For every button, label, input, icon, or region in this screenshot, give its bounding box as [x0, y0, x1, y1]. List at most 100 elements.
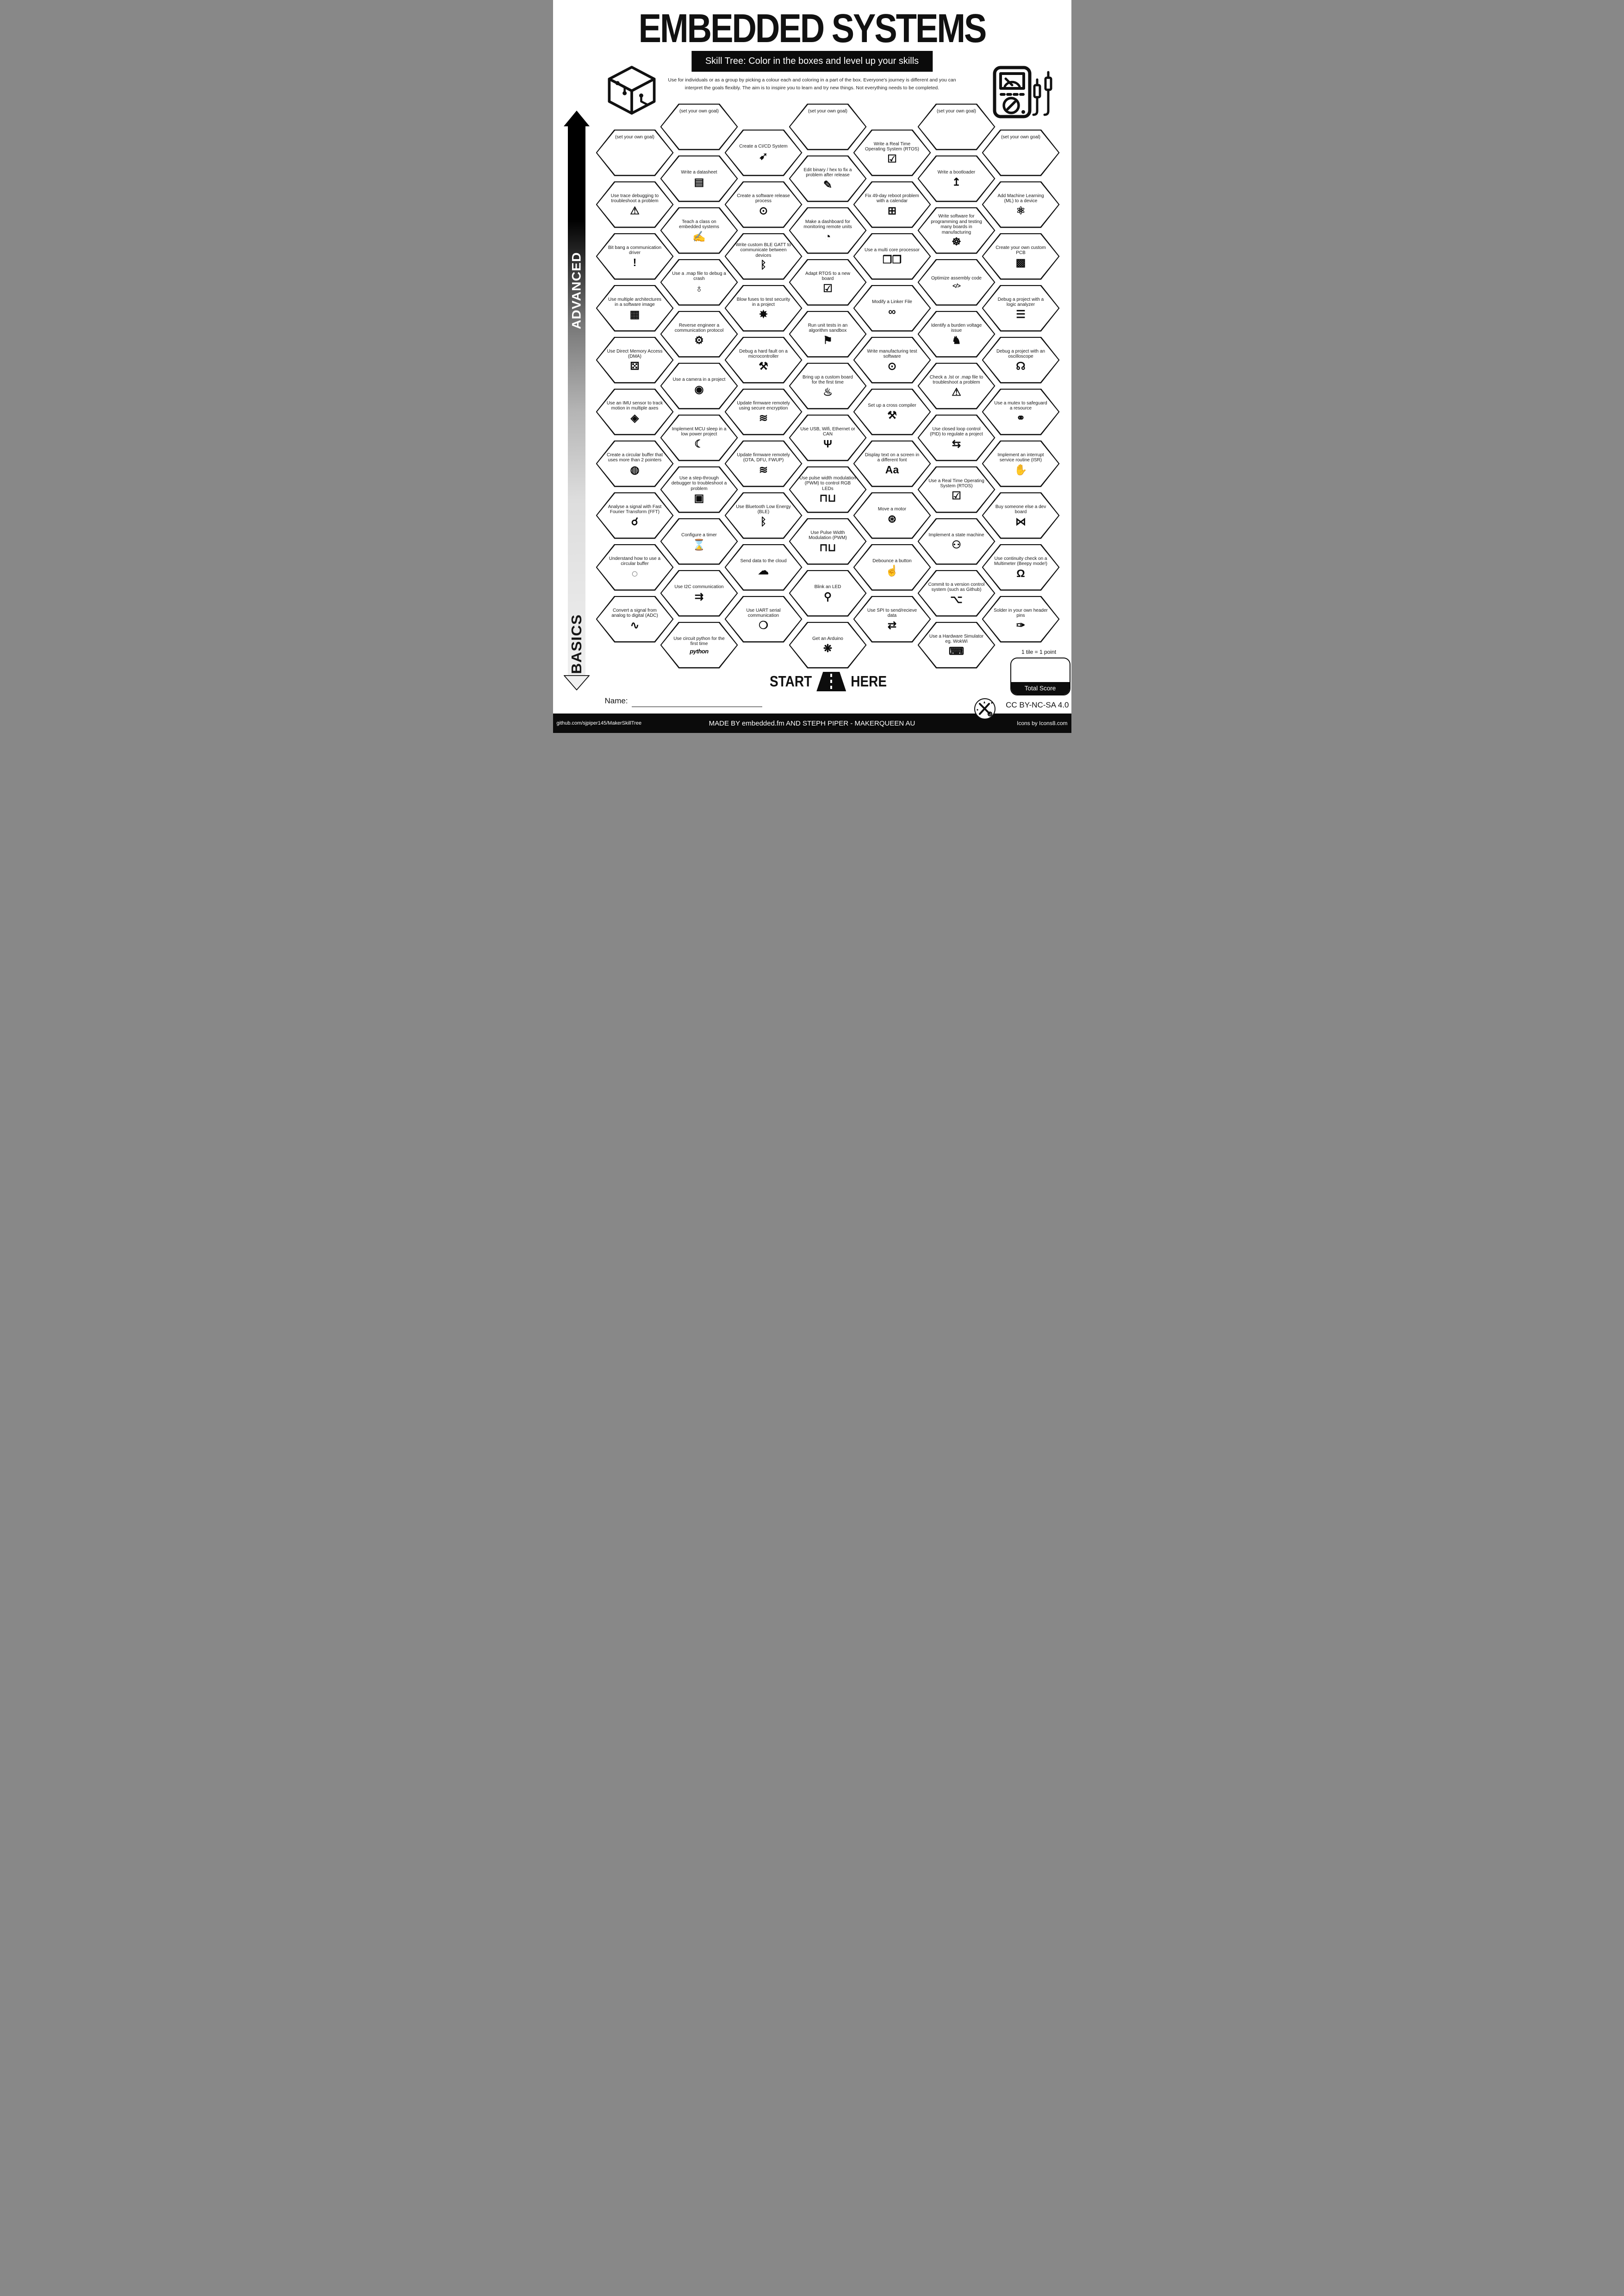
- hex-analyse-a-signal-with-fast-fourier-transform-fft[interactable]: Analyse a signal with Fast Fourier Trans…: [596, 492, 674, 539]
- hex-make-a-dashboard-for-monitoring-remote-units[interactable]: Make a dashboard for monitoring remote u…: [789, 207, 867, 254]
- hex-body: Use a mutex to safeguard a resource ⚭: [983, 390, 1058, 434]
- hex-use-a-map-file-to-debug-a-crash[interactable]: Use a .map file to debug a crash ♁: [660, 259, 738, 306]
- page-title: EMBEDDED SYSTEMS: [638, 6, 987, 51]
- hex-use-uart-serial-communication[interactable]: Use UART serial communication ❍: [724, 596, 803, 643]
- hex-body: Use UART serial communication ❍: [726, 597, 801, 641]
- hex-use-i2c-communication[interactable]: Use I2C communication ⇉: [660, 570, 738, 617]
- hex-debug-a-project-with-an-oscilloscope[interactable]: Debug a project with an oscilloscope ☊: [982, 336, 1060, 384]
- hex-implement-a-state-machine[interactable]: Implement a state machine ⚇: [917, 518, 996, 565]
- hex-create-a-ci-cd-system[interactable]: Create a CI/CD System ➹: [724, 129, 803, 176]
- octopus-icon: ☸: [952, 236, 961, 248]
- hex-move-a-motor[interactable]: Move a motor ⊛: [853, 492, 931, 539]
- hex-use-multiple-architectures-in-a-software-image[interactable]: Use multiple architectures in a software…: [596, 285, 674, 332]
- hex-label: Use pulse width modulation (PWM) to cont…: [799, 475, 856, 491]
- hex-convert-a-signal-from-analog-to-digital-adc[interactable]: Convert a signal from analog to digital …: [596, 596, 674, 643]
- hex-get-an-arduino[interactable]: Get an Arduino ❋: [789, 621, 867, 669]
- hex-create-a-software-release-process[interactable]: Create a software release process ⊙: [724, 181, 803, 228]
- hex-label: Set up a cross compiler: [868, 403, 916, 409]
- hex-configure-a-timer[interactable]: Configure a timer ⌛: [660, 518, 738, 565]
- hex-set-your-own-goal[interactable]: (set your own goal): [596, 129, 674, 176]
- hex-use-an-imu-sensor-to-track-motion-in-multiple-axes[interactable]: Use an IMU sensor to track motion in mul…: [596, 388, 674, 435]
- finger-press-icon: ☝: [885, 564, 899, 577]
- hex-optimize-assembly-code[interactable]: Optimize assembly code </>: [917, 259, 996, 306]
- footer-repo-link[interactable]: github.com/sjpiper145/MakerSkillTree: [556, 720, 642, 726]
- hex-reverse-engineer-a-communication-protocol[interactable]: Reverse engineer a communication protoco…: [660, 310, 738, 358]
- hex-edit-binary-hex-to-fix-a-problem-after-release[interactable]: Edit binary / hex to fix a problem after…: [789, 155, 867, 202]
- hex-check-a-lst-or-map-file-to-troubleshoot-a-problem[interactable]: Check a .lst or .map file to troubleshoo…: [917, 362, 996, 410]
- hex-run-unit-tests-in-an-algorithm-sandbox[interactable]: Run unit tests in an algorithm sandbox ⚑: [789, 310, 867, 358]
- hex-add-machine-learning-ml-to-a-device[interactable]: Add Machine Learning (ML) to a device ⚛: [982, 181, 1060, 228]
- hex-use-a-hardware-simulator-eg-wokwi[interactable]: Use a Hardware Simulator eg. WokWi ⌨: [917, 621, 996, 669]
- sandbox-icon: ⚑: [823, 334, 833, 346]
- hex-write-software-for-programming-and-testing-many-boards-in-manufacturing[interactable]: Write software for programming and testi…: [917, 207, 996, 254]
- hex-update-firmware-remotely-using-secure-encryption[interactable]: Update firmware remotely using secure en…: [724, 388, 803, 435]
- signal-arrows-icon: ⇉: [694, 590, 704, 602]
- hex-label: Use UART serial communication: [746, 608, 781, 619]
- hex-fix-49-day-reboot-problem-with-a-calendar[interactable]: Fix 49-day reboot problem with a calenda…: [853, 181, 931, 228]
- hex-use-bluetooth-low-energy-ble[interactable]: Use Bluetooth Low Energy (BLE) ᛒ: [724, 492, 803, 539]
- hex-debug-a-hard-fault-on-a-microcontroller[interactable]: Debug a hard fault on a microcontroller ⚒: [724, 336, 803, 384]
- hex-use-spi-to-send-recieve-data[interactable]: Use SPI to send/recieve data ⇄: [853, 596, 931, 643]
- hex-use-circuit-python-for-the-first-time[interactable]: Use circuit python for the first time pyt…: [660, 621, 738, 669]
- pcb-icon: ▩: [1015, 256, 1026, 268]
- hex-debug-a-project-with-a-logic-analyzer[interactable]: Debug a project with a logic analyzer ☰: [982, 285, 1060, 332]
- hex-implement-an-interrupt-service-routine-isr[interactable]: Implement an interrupt service routine (…: [982, 440, 1060, 487]
- hex-use-continuity-check-on-a-multimeter-beepy-mode[interactable]: Use continuity check on a Multimeter (Be…: [982, 544, 1060, 591]
- hex-body: Analyse a signal with Fast Fourier Trans…: [597, 493, 672, 538]
- hex-use-pulse-width-modulation-pwm-to-control-rgb-leds[interactable]: Use pulse width modulation (PWM) to cont…: [789, 466, 867, 513]
- hex-debounce-a-button[interactable]: Debounce a button ☝: [853, 544, 931, 591]
- hex-create-your-own-custom-pcb[interactable]: Create your own custom PCB ▩: [982, 233, 1060, 280]
- hex-implement-mcu-sleep-in-a-low-power-project[interactable]: Implement MCU sleep in a low power proje…: [660, 414, 738, 461]
- hex-blink-an-led[interactable]: Blink an LED ⚲: [789, 570, 867, 617]
- total-score-box[interactable]: Total Score: [1010, 658, 1070, 695]
- hex-send-data-to-the-cloud[interactable]: Send data to the cloud ☁: [724, 544, 803, 591]
- hex-write-a-real-time-operating-system-rtos[interactable]: Write a Real Time Operating System (RTOS…: [853, 129, 931, 176]
- tile-point-note: 1 tile = 1 point: [1021, 649, 1057, 655]
- hex-write-a-datasheet[interactable]: Write a datasheet ▤: [660, 155, 738, 202]
- hex-body: Use continuity check on a Multimeter (Be…: [983, 545, 1058, 590]
- hex-bring-up-a-custom-board-for-the-first-time[interactable]: Bring up a custom board for the first ti…: [789, 362, 867, 410]
- hex-solder-in-your-own-header-pins[interactable]: Solder in your own header pins ✑: [982, 596, 1060, 643]
- hex-commit-to-a-version-control-system-such-as-github[interactable]: Commit to a version control system (such…: [917, 570, 996, 617]
- hex-create-a-circular-buffer-that-uses-more-than-2-pointers[interactable]: Create a circular buffer that uses more …: [596, 440, 674, 487]
- hex-display-text-on-a-screen-in-a-different-font[interactable]: Display text on a screen in a different …: [853, 440, 931, 487]
- hex-identify-a-burden-voltage-issue[interactable]: Identify a burden voltage issue ♞: [917, 310, 996, 358]
- hex-teach-a-class-on-embedded-systems[interactable]: Teach a class on embedded systems ✍: [660, 207, 738, 254]
- intro-text: Use for individuals or as a group by pic…: [636, 76, 988, 93]
- hex-body: Reverse engineer a communication protoco…: [661, 312, 737, 356]
- hex-body: Use trace debugging to troubleshoot a pr…: [597, 182, 672, 227]
- hex-use-pulse-width-modulation-pwm[interactable]: Use Pulse Width Modulation (PWM) ⊓⊔: [789, 518, 867, 565]
- hex-use-direct-memory-access-dma[interactable]: Use Direct Memory Access (DMA) ⚄: [596, 336, 674, 384]
- hex-write-manufacturing-test-software[interactable]: Write manufacturing test software ⊙: [853, 336, 931, 384]
- hex-use-closed-loop-control-pid-to-regulate-a-project[interactable]: Use closed loop control (PID) to regulat…: [917, 414, 996, 461]
- hex-write-a-bootloader[interactable]: Write a bootloader ↥: [917, 155, 996, 202]
- hex-understand-how-to-use-a-circular-buffer[interactable]: Understand how to use a circular buffer ◌: [596, 544, 674, 591]
- hex-label: Check a .lst or .map file to troubleshoo…: [929, 374, 983, 385]
- hex-label: Modify a Linker File: [872, 299, 912, 305]
- hex-body: Debug a hard fault on a microcontroller ⚒: [726, 338, 801, 382]
- arrow-down-head-icon: [563, 675, 590, 690]
- globe-icon: ♁: [695, 282, 703, 294]
- hex-blow-fuses-to-test-security-in-a-project[interactable]: Blow fuses to test security in a project…: [724, 285, 803, 332]
- hex-bit-bang-a-communication-driver[interactable]: Bit bang a communication driver!: [596, 233, 674, 280]
- hex-use-trace-debugging-to-troubleshoot-a-problem[interactable]: Use trace debugging to troubleshoot a pr…: [596, 181, 674, 228]
- hex-write-custom-ble-gatt-to-communicate-between-devices[interactable]: Write custom BLE GATT to communicate bet…: [724, 233, 803, 280]
- hex-set-up-a-cross-compiler[interactable]: Set up a cross compiler ⚒: [853, 388, 931, 435]
- hex-use-a-step-through-debugger-to-troubleshoot-a-problem[interactable]: Use a step-through debugger to troublesh…: [660, 466, 738, 513]
- hex-body: Edit binary / hex to fix a problem after…: [790, 156, 865, 201]
- hex-buy-someone-else-a-dev-board[interactable]: Buy someone else a dev board ⋈: [982, 492, 1060, 539]
- hex-set-your-own-goal[interactable]: (set your own goal): [982, 129, 1060, 176]
- hex-use-usb-wifi-ethernet-or-can[interactable]: Use USB, Wifi, Ethernet or CAN Ψ: [789, 414, 867, 461]
- hex-adapt-rtos-to-a-new-board[interactable]: Adapt RTOS to a new board ☑: [789, 259, 867, 306]
- hex-modify-a-linker-file[interactable]: Modify a Linker File ∞: [853, 285, 931, 332]
- hex-use-a-camera-in-a-project[interactable]: Use a camera in a project ◉: [660, 362, 738, 410]
- hex-use-a-mutex-to-safeguard-a-resource[interactable]: Use a mutex to safeguard a resource ⚭: [982, 388, 1060, 435]
- hex-use-a-multi-core-processor[interactable]: Use a multi core processor ❒❒: [853, 233, 931, 280]
- hex-use-a-real-time-operating-system-rtos[interactable]: Use a Real Time Operating System (RTOS) ☑: [917, 466, 996, 513]
- hex-set-your-own-goal[interactable]: (set your own goal): [917, 103, 996, 150]
- hex-update-firmware-remotely-ota-dfu-fwup[interactable]: Update firmware remotely (OTA, DFU, FWUP…: [724, 440, 803, 487]
- hex-set-your-own-goal[interactable]: (set your own goal): [789, 103, 867, 150]
- arrow-gradient-shaft: [567, 126, 585, 676]
- hex-set-your-own-goal[interactable]: (set your own goal): [660, 103, 738, 150]
- donkey-icon: ♞: [952, 334, 961, 346]
